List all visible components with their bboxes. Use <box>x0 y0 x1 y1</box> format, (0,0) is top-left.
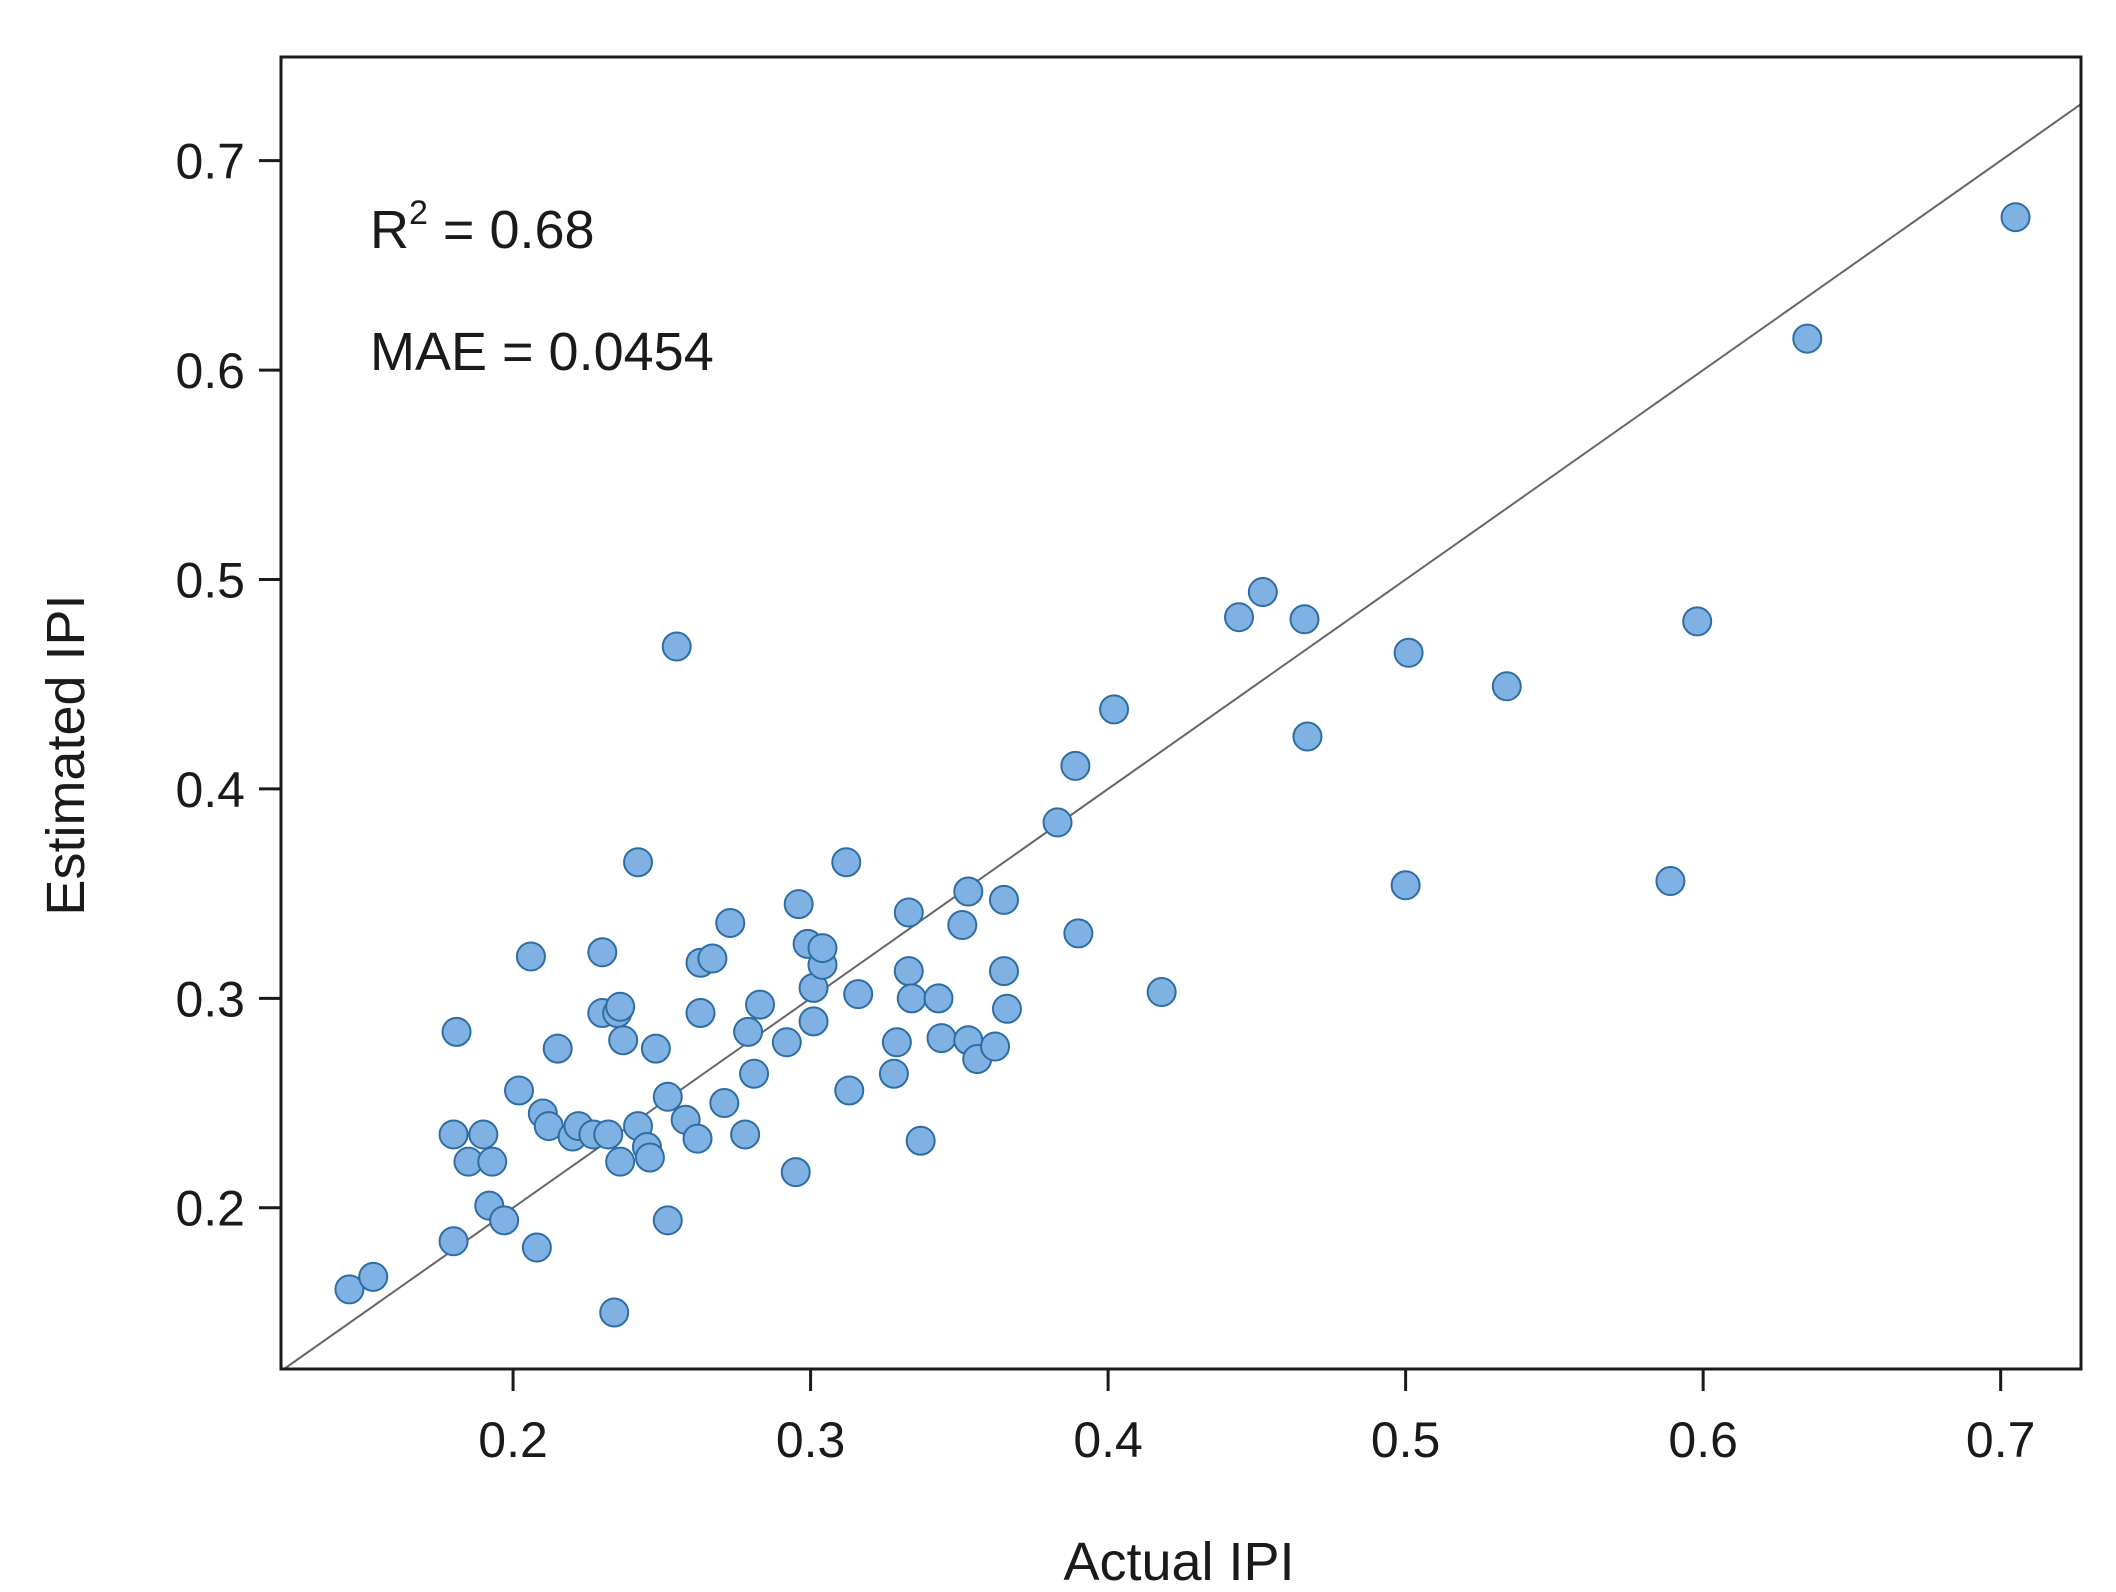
x-tick-label: 0.2 <box>478 1412 548 1468</box>
data-point <box>780 1157 811 1188</box>
y-tick-label: 0.2 <box>175 1181 245 1237</box>
data-point <box>1247 577 1278 608</box>
data-point <box>896 983 927 1014</box>
y-tick-label: 0.6 <box>175 343 245 399</box>
data-point <box>1682 606 1713 637</box>
data-point <box>843 979 874 1010</box>
data-point <box>504 1075 535 1106</box>
data-point <box>2000 202 2031 233</box>
reference-line <box>283 103 2082 1370</box>
data-point <box>605 1146 636 1177</box>
r-squared-symbol: R <box>370 200 409 260</box>
data-point <box>515 941 546 972</box>
data-point <box>745 989 776 1020</box>
data-point <box>988 884 1019 915</box>
data-point <box>334 1274 365 1305</box>
data-point <box>831 847 862 878</box>
data-point <box>730 1119 761 1150</box>
y-tick-label: 0.5 <box>175 552 245 608</box>
data-point <box>1655 866 1686 897</box>
plot-frame <box>279 55 2083 1371</box>
data-point <box>599 1297 630 1328</box>
data-point <box>715 907 746 938</box>
data-point <box>1491 671 1522 702</box>
y-tick-label: 0.3 <box>175 971 245 1027</box>
y-axis: 0.2 0.3 0.4 0.5 0.6 0.7 <box>175 134 281 1237</box>
r-squared-value: = 0.68 <box>428 200 595 260</box>
data-point <box>1292 721 1323 752</box>
data-point <box>489 1205 520 1236</box>
data-point <box>682 1123 713 1154</box>
data-point <box>1146 977 1177 1008</box>
data-point <box>923 983 954 1014</box>
data-point <box>640 1033 671 1064</box>
reference-line-layer <box>283 103 2082 1370</box>
x-tick-label: 0.3 <box>776 1412 846 1468</box>
x-tick-label: 0.6 <box>1668 1412 1738 1468</box>
data-point <box>652 1205 683 1236</box>
data-point <box>438 1119 469 1150</box>
data-point <box>878 1058 909 1089</box>
data-point <box>1063 918 1094 949</box>
data-point <box>477 1146 508 1177</box>
data-point <box>652 1081 683 1112</box>
data-point <box>947 910 978 941</box>
data-point <box>926 1023 957 1054</box>
data-point <box>1224 602 1255 633</box>
data-point <box>881 1027 912 1058</box>
data-point <box>542 1033 573 1064</box>
y-tick-label: 0.7 <box>175 134 245 190</box>
data-point <box>771 1027 802 1058</box>
r-squared-annotation: R2 = 0.68 <box>370 194 595 260</box>
data-point <box>798 1006 829 1037</box>
data-point <box>807 933 838 964</box>
data-point <box>468 1119 499 1150</box>
r-squared-superscript: 2 <box>409 194 428 232</box>
data-point <box>1792 323 1823 354</box>
data-point <box>988 956 1019 987</box>
y-tick-label: 0.4 <box>175 762 245 818</box>
data-point <box>733 1016 764 1047</box>
data-point <box>709 1088 740 1119</box>
data-point <box>358 1261 389 1292</box>
data-point <box>521 1232 552 1263</box>
x-tick-label: 0.7 <box>1966 1412 2036 1468</box>
data-point <box>587 937 618 968</box>
data-point <box>834 1075 865 1106</box>
data-point <box>1060 750 1091 781</box>
data-point <box>441 1016 472 1047</box>
data-point <box>593 1119 624 1150</box>
data-point <box>1289 604 1320 635</box>
x-axis-title: Actual IPI <box>1063 1532 1294 1592</box>
data-point <box>661 631 692 662</box>
data-point <box>980 1031 1011 1062</box>
data-point <box>893 897 924 928</box>
data-point <box>1390 870 1421 901</box>
data-point <box>685 997 716 1028</box>
data-point <box>623 847 654 878</box>
data-point <box>438 1226 469 1257</box>
data-point <box>893 956 924 987</box>
data-point <box>1393 637 1424 668</box>
data-point <box>739 1058 770 1089</box>
mae-annotation: MAE = 0.0454 <box>370 322 714 382</box>
data-point <box>905 1125 936 1156</box>
data-point <box>608 1025 639 1056</box>
x-axis: 0.2 0.3 0.4 0.5 0.6 0.7 <box>478 1369 2035 1468</box>
data-point <box>697 943 728 974</box>
data-point <box>605 991 636 1022</box>
data-point <box>953 876 984 907</box>
points-layer <box>334 202 2031 1328</box>
data-point <box>1042 807 1073 838</box>
x-tick-label: 0.5 <box>1371 1412 1441 1468</box>
data-point <box>991 993 1022 1024</box>
x-tick-label: 0.4 <box>1073 1412 1143 1468</box>
data-point <box>783 889 814 920</box>
data-point <box>634 1142 665 1173</box>
y-axis-title: Estimated IPI <box>36 594 96 915</box>
data-point <box>1099 694 1130 725</box>
